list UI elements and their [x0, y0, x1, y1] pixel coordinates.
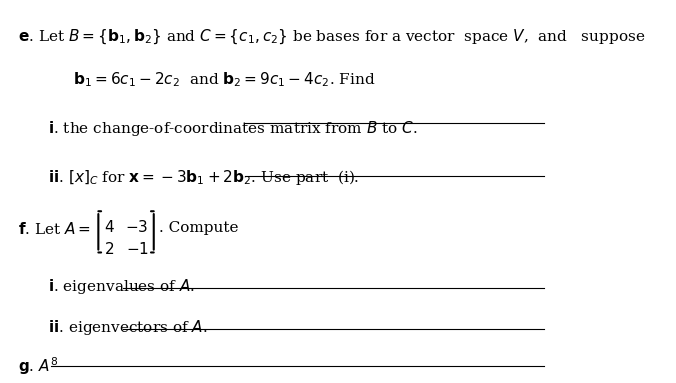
Text: $\mathbf{e}$. Let $B = \{\mathbf{b}_1, \mathbf{b}_2\}$ and $C = \{c_1, c_2\}$ be: $\mathbf{e}$. Let $B = \{\mathbf{b}_1, \…: [18, 28, 646, 46]
Text: . Compute: . Compute: [160, 221, 239, 235]
Text: $\mathbf{i}$. the change-of-coordinates matrix from $B$ to $C$.: $\mathbf{i}$. the change-of-coordinates …: [49, 119, 418, 138]
Text: $\mathbf{i}$. eigenvalues of $A$.: $\mathbf{i}$. eigenvalues of $A$.: [49, 277, 195, 296]
Text: $\mathbf{f}$. Let $A = $: $\mathbf{f}$. Let $A = $: [18, 221, 91, 237]
Text: $\mathbf{ii}$. $[x]_C$ for $\mathbf{x} = -3\mathbf{b}_1 + 2\mathbf{b}_2$. Use pa: $\mathbf{ii}$. $[x]_C$ for $\mathbf{x} =…: [49, 168, 360, 187]
Text: $2$: $2$: [104, 241, 114, 257]
Text: $\mathbf{ii}$. eigenvectors of $A$.: $\mathbf{ii}$. eigenvectors of $A$.: [49, 318, 208, 337]
Text: $\mathbf{g}$. $A^8$: $\mathbf{g}$. $A^8$: [18, 355, 58, 377]
Text: $4$: $4$: [104, 219, 115, 235]
Text: $\mathbf{b}_1 = 6c_1 - 2c_2$  and $\mathbf{b}_2 =  9c_1 - 4c_2$. Find: $\mathbf{b}_1 = 6c_1 - 2c_2$ and $\mathb…: [74, 71, 376, 89]
Text: $-3$: $-3$: [126, 219, 149, 235]
Text: $-1$: $-1$: [126, 241, 149, 257]
